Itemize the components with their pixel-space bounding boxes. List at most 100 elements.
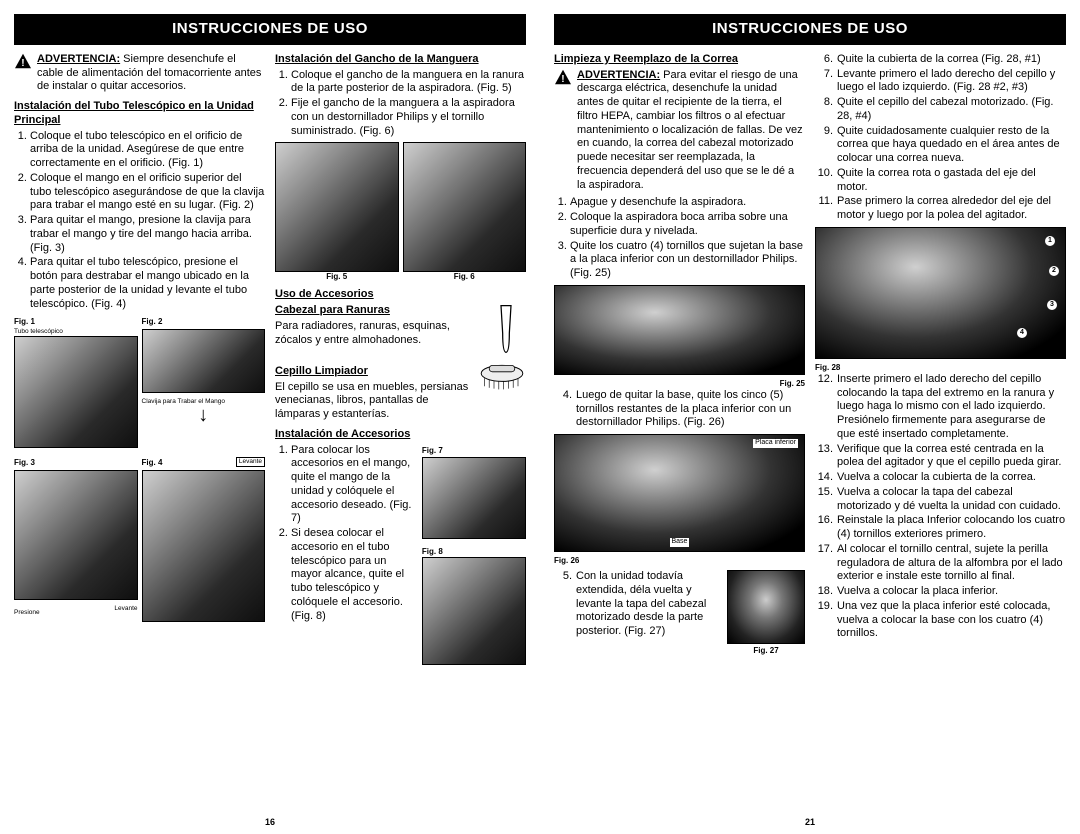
fig3-image <box>14 470 138 600</box>
item5-row: Con la unidad todavía extendida, déla vu… <box>554 570 805 656</box>
r-list-a: Apague y desenchufe la aspiradora. Coloq… <box>554 196 805 281</box>
r-list-a-item: Apague y desenchufe la aspiradora. <box>570 196 805 210</box>
fig3-wrap: Fig. 3 Presione Levante <box>14 456 138 627</box>
fig26-image: Placa inferior Base <box>554 434 805 552</box>
r-list-b-item: Pase primero la correa alrededor del eje… <box>815 195 1066 223</box>
sec4-item: Si desea colocar el accesorio en el tubo… <box>291 527 416 623</box>
r-list-b-item: Quite el cepillo del cabezal motorizado.… <box>815 96 1066 124</box>
fig8-label: Fig. 8 <box>422 547 526 557</box>
fig4-image <box>142 470 266 622</box>
r-item4: Luego de quitar la base, quite los cinco… <box>554 389 805 430</box>
r-list-c-item: Reinstale la placa Inferior colocando lo… <box>815 514 1066 542</box>
sec2-list: Coloque el gancho de la manguera en la r… <box>275 69 526 139</box>
fig27-image <box>727 570 805 644</box>
r-list-a-item: Quite los cuatro (4) tornillos que sujet… <box>570 240 805 281</box>
r-sec1-title: Limpieza y Reemplazo de la Correa <box>554 53 805 67</box>
page-right: INSTRUCCIONES DE USO Limpieza y Reemplaz… <box>540 0 1080 834</box>
fig28-label: Fig. 28 <box>815 363 1066 373</box>
sec2-item: Coloque el gancho de la manguera en la r… <box>291 69 526 97</box>
fig3-label: Fig. 3 <box>14 458 35 467</box>
page-left: INSTRUCCIONES DE USO ! ADVERTENCIA: Siem… <box>0 0 540 834</box>
r-list-b-item: Quite cuidadosamente cualquier resto de … <box>815 125 1066 166</box>
sec3a-title: Cabezal para Ranuras <box>275 304 480 318</box>
sec3-title: Uso de Accesorios <box>275 288 526 302</box>
r-item5-list: Con la unidad todavía extendida, déla vu… <box>554 570 721 640</box>
fig-grid-1-4: Fig. 1 Tubo telescópico Fig. 2 Clavija p… <box>14 315 265 627</box>
sec2-item: Fije el gancho de la manguera a la aspir… <box>291 97 526 138</box>
fig8-image <box>422 557 526 665</box>
sec1-item: Coloque el tubo telescópico en el orific… <box>30 130 265 171</box>
fig4-label: Fig. 4 <box>142 458 163 467</box>
fig27-wrap: Fig. 27 <box>727 570 805 656</box>
r-list-c-item: Vuelva a colocar la placa inferior. <box>815 585 1066 599</box>
fig5-6-labels: Fig. 5 Fig. 6 <box>275 272 526 282</box>
presione-label: Presione <box>14 609 40 616</box>
svg-text:!: ! <box>21 58 24 69</box>
r-list-c-item: Una vez que la placa inferior esté coloc… <box>815 600 1066 641</box>
sec3b-text: El cepillo se usa en muebles, persianas … <box>275 381 472 422</box>
left-columns: ! ADVERTENCIA: Siempre desenchufe el cab… <box>14 53 526 670</box>
sec2-title: Instalación del Gancho de la Manguera <box>275 53 526 67</box>
r-list-c-item: Al colocar el tornillo central, sujete l… <box>815 543 1066 584</box>
fig26-label: Fig. 26 <box>554 556 805 566</box>
marker-3: 3 <box>1047 300 1057 310</box>
fig1-image <box>14 336 138 448</box>
r-warning-text: ADVERTENCIA: Para evitar el riesgo de un… <box>577 69 805 193</box>
r-warning-row: ! ADVERTENCIA: Para evitar el riesgo de … <box>554 69 805 193</box>
sec1-list: Coloque el tubo telescópico en el orific… <box>14 130 265 312</box>
fig28-image: 1 2 3 4 <box>815 227 1066 359</box>
sec4-title: Instalación de Accesorios <box>275 428 526 442</box>
r-list-c-item: Vuelva a colocar la tapa del cabezal mot… <box>815 486 1066 514</box>
sec1-item: Para quitar el mango, presione la clavij… <box>30 214 265 255</box>
fig1-wrap: Fig. 1 Tubo telescópico <box>14 315 138 452</box>
page-num-right: 21 <box>540 817 1080 828</box>
right-col-a: Limpieza y Reemplazo de la Correa ! ADVE… <box>554 53 805 656</box>
fig2-image <box>142 329 266 393</box>
fig7-label: Fig. 7 <box>422 446 443 455</box>
levante-label: Levante <box>114 605 137 613</box>
page-num-left: 16 <box>0 817 540 828</box>
r-item5: Con la unidad todavía extendida, déla vu… <box>554 570 721 639</box>
sec1-item: Coloque el mango en el orificio superior… <box>30 172 265 213</box>
r-list-c-item: Verifique que la correa esté centrada en… <box>815 443 1066 471</box>
right-col-b: Quite la cubierta de la correa (Fig. 28,… <box>815 53 1066 656</box>
sec1-item: Para quitar el tubo telescópico, presion… <box>30 256 265 311</box>
fig7-8-col: Fig. 7 Fig. 8 <box>422 444 526 670</box>
fig27-label: Fig. 27 <box>727 646 805 656</box>
fig4-wrap: Fig. 4 Levante <box>142 456 266 627</box>
marker-1: 1 <box>1045 236 1055 246</box>
r-list-b: Quite la cubierta de la correa (Fig. 28,… <box>815 53 1066 223</box>
fig6-label: Fig. 6 <box>403 272 527 282</box>
svg-text:!: ! <box>561 74 564 85</box>
fig2-wrap: Fig. 2 Clavija para Trabar el Mango ↓ <box>142 315 266 452</box>
r-list-c-item: Vuelva a colocar la cubierta de la corre… <box>815 471 1066 485</box>
crevice-tool-icon <box>486 304 526 359</box>
fig5-label: Fig. 5 <box>275 272 399 282</box>
sec1-title: Instalación del Tubo Telescópico en la U… <box>14 100 265 128</box>
fig6-image <box>403 142 527 272</box>
brush-row: Cepillo Limpiador El cepillo se usa en m… <box>275 359 526 422</box>
marker-4: 4 <box>1017 328 1027 338</box>
right-columns: Limpieza y Reemplazo de la Correa ! ADVE… <box>554 53 1066 656</box>
fig5-image <box>275 142 399 272</box>
r-warn-body: Para evitar el riesgo de una descarga el… <box>577 69 803 191</box>
r-item4-list: Luego de quitar la base, quite los cinco… <box>554 389 805 430</box>
warning-icon: ! <box>14 53 32 69</box>
warn-label: ADVERTENCIA: <box>37 53 120 65</box>
sec4-list: Para colocar los accesorios en el mango,… <box>275 444 416 666</box>
fig25-label: Fig. 25 <box>554 379 805 389</box>
fig1-label: Fig. 1 <box>14 317 35 326</box>
arrow-down-icon: ↓ <box>142 405 266 425</box>
fig2-label: Fig. 2 <box>142 317 163 326</box>
r-list-c-item: Inserte primero el lado derecho del cepi… <box>815 373 1066 442</box>
left-col-b: Instalación del Gancho de la Manguera Co… <box>275 53 526 670</box>
page-header-left: INSTRUCCIONES DE USO <box>14 14 526 45</box>
r-list-c: Inserte primero el lado derecho del cepi… <box>815 373 1066 641</box>
warning-row: ! ADVERTENCIA: Siempre desenchufe el cab… <box>14 53 265 94</box>
r-list-b-item: Quite la correa rota o gastada del eje d… <box>815 167 1066 195</box>
sec3a-text: Para radiadores, ranuras, esquinas, zóca… <box>275 320 480 348</box>
crevice-row: Cabezal para Ranuras Para radiadores, ra… <box>275 304 526 359</box>
fig25-image <box>554 285 805 375</box>
r-list-a-item: Coloque la aspiradora boca arriba sobre … <box>570 211 805 239</box>
sec4-item: Para colocar los accesorios en el mango,… <box>291 444 416 527</box>
